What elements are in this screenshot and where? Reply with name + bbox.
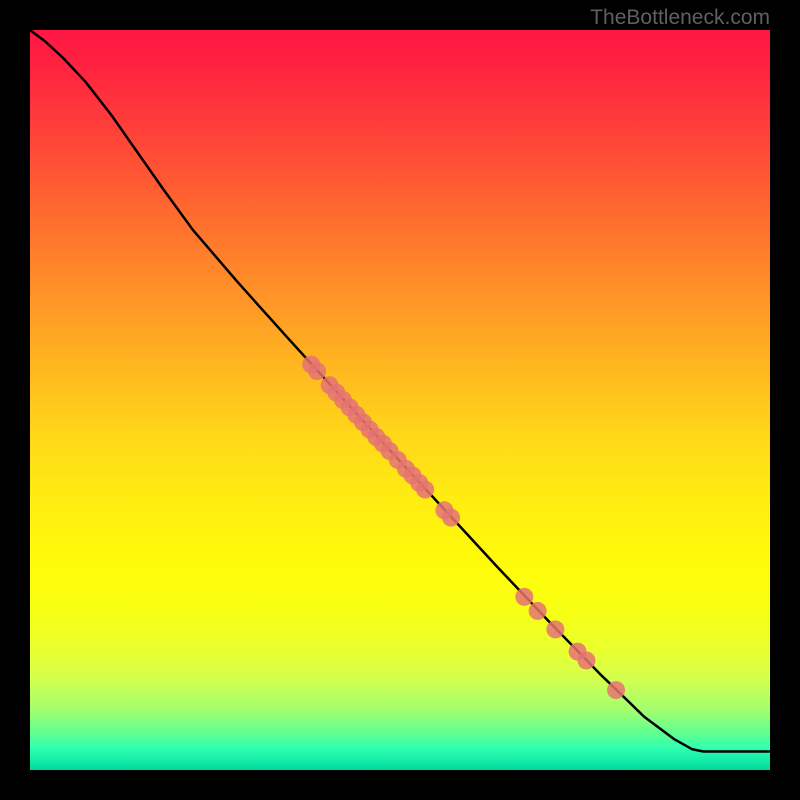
watermark-text: TheBottleneck.com	[590, 6, 770, 30]
marker-point	[607, 681, 625, 699]
marker-point	[529, 602, 547, 620]
gradient-background	[30, 30, 770, 770]
marker-point	[416, 481, 434, 499]
marker-point	[515, 588, 533, 606]
marker-point	[308, 362, 326, 380]
marker-point	[577, 651, 595, 669]
marker-point	[442, 509, 460, 527]
chart-svg	[30, 30, 770, 770]
chart-plot-area	[30, 30, 770, 770]
marker-point	[546, 620, 564, 638]
